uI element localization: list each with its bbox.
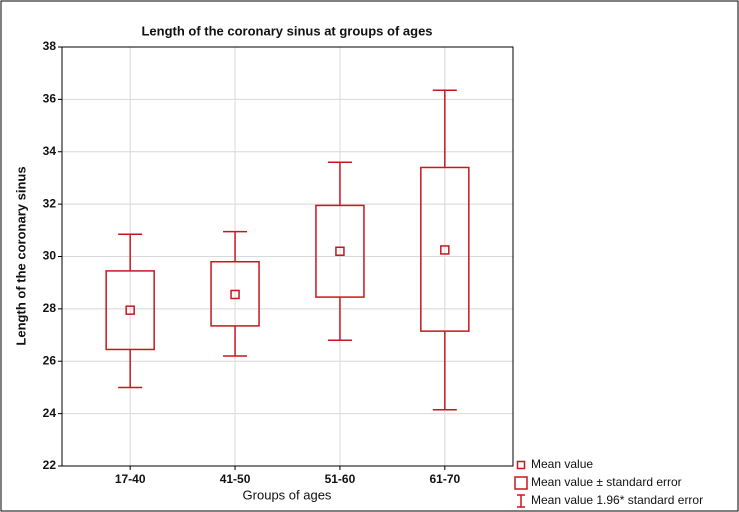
y-tick-label: 36 bbox=[43, 92, 57, 106]
se-box bbox=[420, 166, 470, 332]
legend-label: Mean value 1.96* standard error bbox=[531, 493, 703, 507]
legend-icon-se bbox=[514, 476, 528, 490]
x-tick-label: 41-50 bbox=[220, 472, 251, 486]
y-tick-label: 24 bbox=[43, 406, 57, 420]
mean-marker bbox=[230, 289, 240, 300]
mean-marker bbox=[440, 245, 450, 255]
mean-marker bbox=[125, 305, 135, 315]
y-tick-label: 22 bbox=[43, 458, 57, 472]
y-tick-label: 30 bbox=[43, 249, 57, 263]
legend-label: Mean value ± standard error bbox=[531, 475, 682, 489]
y-tick-label: 28 bbox=[43, 301, 57, 315]
y-tick-label: 32 bbox=[43, 196, 57, 210]
x-tick-label: 51-60 bbox=[325, 472, 356, 486]
x-tick-label: 61-70 bbox=[429, 472, 460, 486]
y-tick-label: 34 bbox=[43, 144, 57, 158]
chart-title: Length of the coronary sinus at groups o… bbox=[141, 23, 432, 38]
se-box bbox=[315, 204, 365, 298]
legend-label: Mean value bbox=[531, 457, 593, 471]
y-tick-label: 26 bbox=[43, 353, 57, 367]
mean-marker bbox=[335, 246, 345, 257]
se-box bbox=[105, 270, 155, 351]
legend-icon-mean bbox=[516, 460, 526, 470]
x-tick-label: 17-40 bbox=[115, 472, 146, 486]
y-tick-label: 38 bbox=[43, 39, 57, 53]
x-axis-label: Groups of ages bbox=[243, 487, 332, 502]
y-axis-label: Length of the coronary sinus bbox=[13, 166, 28, 345]
se-box bbox=[210, 260, 260, 327]
plot-area bbox=[61, 46, 514, 467]
